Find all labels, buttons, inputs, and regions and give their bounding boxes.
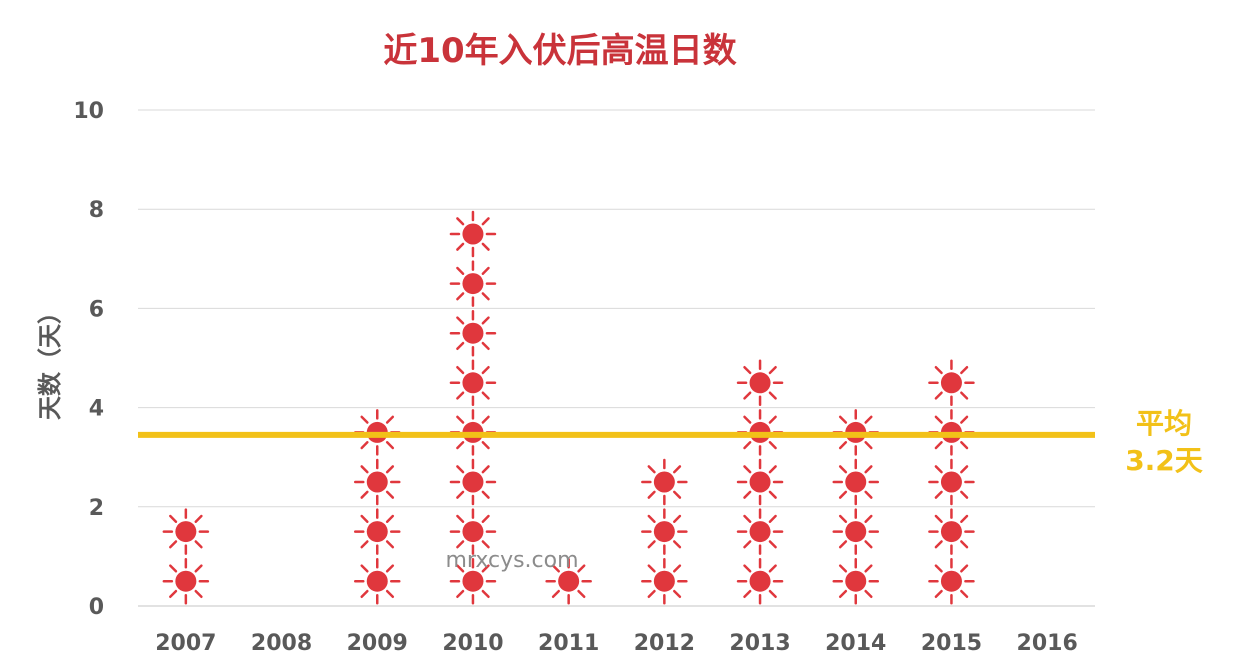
sun-icon <box>449 458 497 506</box>
y-tick-label: 6 <box>89 297 104 322</box>
x-tick-label: 2013 <box>729 631 790 656</box>
sun-icon <box>832 557 879 605</box>
sun-icon <box>736 508 784 555</box>
data-markers <box>162 210 975 605</box>
y-tick-label: 2 <box>89 496 104 521</box>
sun-icon <box>449 210 497 258</box>
x-axis-ticks: 2007 2008 2009 2010 2011 2012 2013 2014 2015 2016 <box>155 631 1078 656</box>
y-tick-label: 4 <box>89 397 104 422</box>
x-tick-label: 2015 <box>921 631 982 656</box>
y-axis-ticks: 0 2 4 6 8 10 <box>73 99 104 620</box>
sun-icon <box>449 260 497 307</box>
sun-icon <box>449 508 497 555</box>
sun-icon <box>162 508 210 555</box>
sun-icon <box>354 508 401 555</box>
x-tick-label: 2012 <box>634 631 695 656</box>
sun-icon <box>736 359 784 407</box>
x-tick-label: 2011 <box>538 631 599 656</box>
average-label-line1: 平均 <box>1136 407 1192 440</box>
y-tick-label: 10 <box>73 99 104 124</box>
x-tick-label: 2016 <box>1017 631 1078 656</box>
sun-icon <box>928 557 975 605</box>
sun-icon <box>449 309 497 357</box>
sun-icon <box>641 557 688 605</box>
sun-icon <box>545 557 592 605</box>
grid <box>138 109 1095 607</box>
y-tick-label: 8 <box>89 198 104 223</box>
sun-icon <box>449 359 497 407</box>
y-axis-label: 天数（天） <box>36 300 64 420</box>
sun-icon <box>832 458 879 506</box>
y-tick-label: 0 <box>89 595 104 620</box>
sun-icon <box>736 458 784 506</box>
sun-icon <box>354 458 401 506</box>
sun-icon <box>736 557 784 605</box>
x-tick-label: 2014 <box>825 631 886 656</box>
sun-icon <box>832 508 879 555</box>
sun-icon <box>641 458 688 506</box>
sun-icon <box>928 508 975 555</box>
sun-icon <box>928 458 975 506</box>
sun-icon <box>354 557 401 605</box>
sun-icon <box>928 359 975 407</box>
x-tick-label: 2008 <box>251 631 312 656</box>
x-tick-label: 2010 <box>442 631 503 656</box>
average-label-line2: 3.2天 <box>1125 444 1203 477</box>
sun-icon <box>641 508 688 555</box>
chart-title: 近10年入伏后高温日数 <box>383 31 736 71</box>
x-tick-label: 2007 <box>155 631 216 656</box>
sun-icon <box>162 557 210 605</box>
x-tick-label: 2009 <box>347 631 408 656</box>
watermark: mrxcys.com <box>445 548 578 573</box>
sun-icon <box>449 557 497 605</box>
